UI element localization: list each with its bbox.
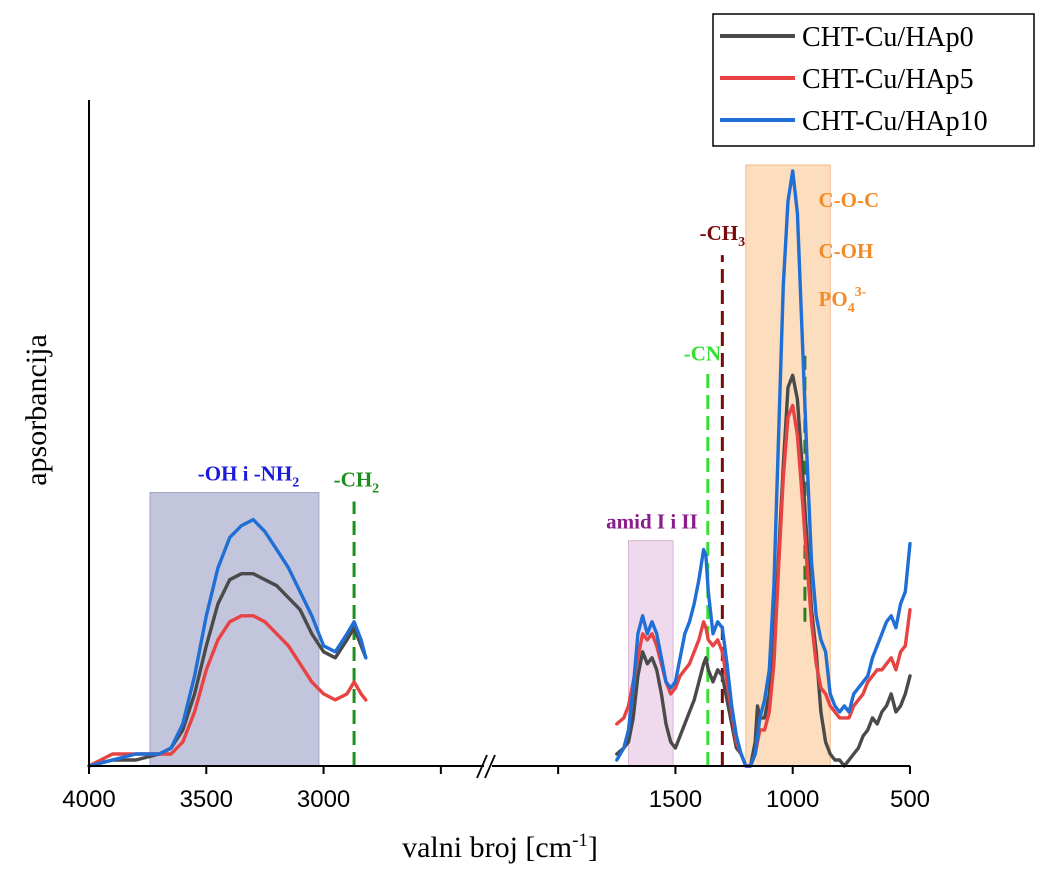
- x-axis-title-main: valni broj [cm: [402, 831, 572, 864]
- marker-label-ch2: -CH2: [334, 468, 380, 497]
- series-line-2-seg0: [87, 517, 368, 768]
- markers-layer: -CH2-CN-CH3: [334, 221, 807, 766]
- x-tick-label-3500: 3500: [180, 786, 233, 813]
- annotation-coc-text: C-O-C: [819, 188, 880, 212]
- x-tick-label-1500: 1500: [649, 786, 702, 813]
- annotation-coh-text: C-OH: [819, 239, 874, 263]
- series-layer: [87, 169, 912, 768]
- axes-layer: [88, 100, 910, 779]
- x-tick-label-4000: 4000: [62, 786, 115, 813]
- marker-label-cn-text: -CN: [684, 341, 721, 365]
- series-line-2-seg1: [615, 169, 912, 768]
- annotation-coc: C-O-C: [819, 188, 880, 212]
- series-line-1-seg0: [87, 614, 368, 768]
- x-axis-title: valni broj [cm-1]: [402, 830, 598, 864]
- marker-label-ch3-sub: 3: [738, 235, 745, 250]
- x-tick-label-3000: 3000: [297, 786, 350, 813]
- axis-break-mark-1: [476, 754, 488, 779]
- marker-label-cn: -CN: [684, 341, 721, 365]
- marker-label-ch3-text: -CH: [700, 221, 739, 245]
- legend: CHT-Cu/HAp0 CHT-Cu/HAp5 CHT-Cu/HAp10: [712, 13, 1035, 147]
- marker-label-ch2-sub: 2: [372, 482, 379, 497]
- legend-label-hap10: CHT-Cu/HAp10: [802, 106, 988, 137]
- annotation-po4-sup: 3-: [855, 285, 867, 300]
- y-axis-title: apsorbancija: [20, 334, 53, 486]
- band-label-amid: amid I i II: [606, 510, 698, 534]
- ticks-layer: 4000 3500 3000 1500 1000 500: [62, 766, 930, 813]
- band-label-oh-nh2-text: -OH i -NH: [198, 462, 293, 486]
- band-label-oh-nh2-sub: 2: [292, 476, 299, 491]
- band-label-oh-nh2: -OH i -NH2: [198, 462, 300, 491]
- annotation-po4-text: PO: [819, 287, 848, 311]
- band-label-amid-text: amid I i II: [606, 510, 698, 534]
- legend-label-hap0: CHT-Cu/HAp0: [802, 22, 974, 53]
- marker-label-ch2-text: -CH: [334, 468, 373, 492]
- x-tick-label-1000: 1000: [766, 786, 819, 813]
- x-tick-label-500: 500: [890, 786, 930, 813]
- annotation-coh: C-OH: [819, 239, 874, 263]
- marker-label-ch3: -CH3: [700, 221, 746, 250]
- x-axis-title-sup: -1: [572, 830, 588, 851]
- x-axis-title-end: ]: [588, 831, 598, 864]
- annotation-po4: PO43-: [819, 285, 867, 316]
- axis-break-mark-2: [484, 754, 496, 779]
- annotation-po4-sub: 4: [848, 301, 855, 316]
- legend-label-hap5: CHT-Cu/HAp5: [802, 64, 974, 95]
- labels-layer: C-O-C C-OH PO43-: [819, 188, 880, 316]
- band-oh-nh2: [149, 492, 320, 767]
